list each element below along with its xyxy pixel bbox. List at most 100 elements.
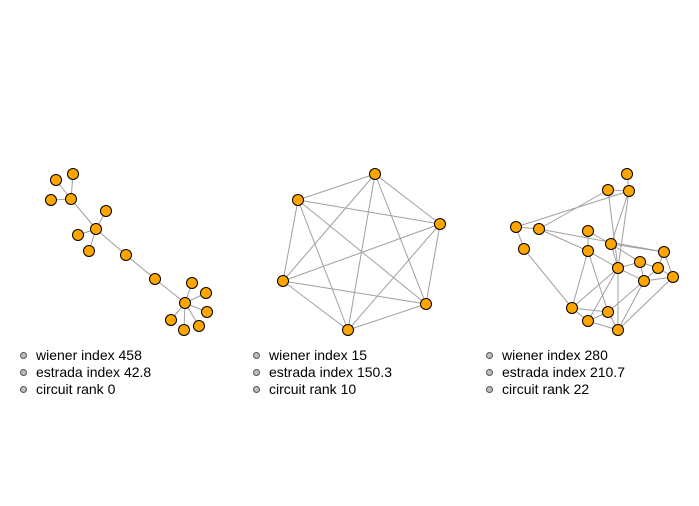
graph-edge bbox=[70, 198, 97, 230]
graph-edge bbox=[347, 223, 441, 331]
graph-node bbox=[510, 221, 522, 233]
bullet-icon bbox=[486, 369, 493, 376]
bullet-icon bbox=[253, 386, 260, 393]
graph-edge bbox=[154, 278, 186, 304]
graph-edge bbox=[617, 190, 630, 269]
stat-circuit-rank: circuit rank 0 bbox=[20, 381, 151, 398]
graph-edge bbox=[347, 303, 427, 331]
graph-node bbox=[612, 324, 624, 336]
graph-edge bbox=[125, 254, 156, 280]
graph-edge bbox=[282, 223, 441, 282]
graph-edge bbox=[374, 173, 427, 305]
bullet-icon bbox=[253, 352, 260, 359]
graph-node bbox=[165, 314, 177, 326]
stat-estrada-index: estrada index 150.3 bbox=[253, 364, 392, 381]
graph-node bbox=[582, 225, 594, 237]
graph-edge bbox=[297, 199, 427, 305]
stat-circuit-rank: circuit rank 22 bbox=[486, 381, 625, 398]
graph-edge bbox=[571, 267, 619, 309]
graph-node bbox=[605, 238, 617, 250]
graph-edge bbox=[425, 223, 441, 305]
graph-edge bbox=[282, 280, 427, 305]
graph-node bbox=[634, 256, 646, 268]
graph-node bbox=[533, 223, 545, 235]
graph-edge bbox=[95, 228, 127, 256]
stats-list-tree: wiener index 458 estrada index 42.8 circ… bbox=[20, 347, 151, 398]
dense-graph bbox=[510, 168, 679, 336]
graph-edge bbox=[538, 189, 609, 230]
graph-node bbox=[149, 273, 161, 285]
graph-node bbox=[658, 246, 670, 258]
graph-edge bbox=[571, 307, 609, 313]
graph-edge bbox=[617, 280, 645, 331]
bullet-icon bbox=[20, 386, 27, 393]
stats-list-complete: wiener index 15 estrada index 150.3 circ… bbox=[253, 347, 392, 398]
graph-edge bbox=[617, 276, 674, 331]
tree-graph bbox=[45, 168, 213, 336]
graph-node bbox=[83, 245, 95, 257]
graph-edge bbox=[607, 280, 645, 313]
graph-edge bbox=[571, 250, 589, 309]
graph-node bbox=[602, 306, 614, 318]
graph-node bbox=[65, 193, 77, 205]
graph-edge bbox=[297, 199, 349, 331]
graph-node bbox=[638, 275, 650, 287]
graph-node bbox=[342, 324, 354, 336]
stat-wiener-index: wiener index 458 bbox=[20, 347, 151, 364]
graph-node bbox=[566, 302, 578, 314]
graph-edge bbox=[282, 280, 349, 331]
graph-edge bbox=[587, 267, 619, 322]
graph-edge bbox=[538, 228, 589, 252]
graph-node bbox=[420, 298, 432, 310]
stat-estrada-index: estrada index 42.8 bbox=[20, 364, 151, 381]
bullet-icon bbox=[253, 369, 260, 376]
graph-node bbox=[277, 275, 289, 287]
graph-node bbox=[100, 205, 112, 217]
bullet-icon bbox=[486, 386, 493, 393]
graph-node bbox=[612, 262, 624, 274]
graph-node bbox=[518, 243, 530, 255]
bullet-icon bbox=[20, 352, 27, 359]
graph-node bbox=[434, 218, 446, 230]
graph-node bbox=[582, 315, 594, 327]
graph-edge bbox=[607, 189, 619, 269]
graph-node bbox=[186, 277, 198, 289]
graph-edge bbox=[515, 190, 630, 228]
graph-node bbox=[50, 174, 62, 186]
graph-node bbox=[582, 245, 594, 257]
graph-edge bbox=[282, 173, 376, 282]
bullet-icon bbox=[486, 352, 493, 359]
graph-node bbox=[200, 287, 212, 299]
stat-wiener-index: wiener index 15 bbox=[253, 347, 392, 364]
stats-list-dense: wiener index 280 estrada index 210.7 cir… bbox=[486, 347, 625, 398]
graph-node bbox=[667, 271, 679, 283]
graph-node bbox=[178, 324, 190, 336]
graph-node bbox=[292, 194, 304, 206]
graph-node bbox=[72, 229, 84, 241]
graph-node bbox=[120, 249, 132, 261]
graph-node bbox=[602, 184, 614, 196]
graph-edge bbox=[538, 228, 665, 253]
graph-node bbox=[652, 262, 664, 274]
graph-node bbox=[369, 168, 381, 180]
graph-node bbox=[90, 223, 102, 235]
graph-node bbox=[45, 194, 57, 206]
graph-edge bbox=[523, 248, 573, 309]
stat-estrada-index: estrada index 210.7 bbox=[486, 364, 625, 381]
graph-edge bbox=[587, 250, 609, 313]
graph-edge bbox=[297, 199, 441, 225]
graph-edge bbox=[282, 199, 299, 282]
graph-node bbox=[623, 185, 635, 197]
stat-circuit-rank: circuit rank 10 bbox=[253, 381, 392, 398]
graph-edge bbox=[610, 243, 665, 253]
graph-node bbox=[201, 306, 213, 318]
graph-edge bbox=[374, 173, 441, 225]
complete-graph bbox=[277, 168, 446, 336]
graph-edge bbox=[297, 173, 376, 201]
stat-wiener-index: wiener index 280 bbox=[486, 347, 625, 364]
graph-node bbox=[179, 297, 191, 309]
graph-node bbox=[67, 168, 79, 180]
graph-node bbox=[193, 320, 205, 332]
bullet-icon bbox=[20, 369, 27, 376]
